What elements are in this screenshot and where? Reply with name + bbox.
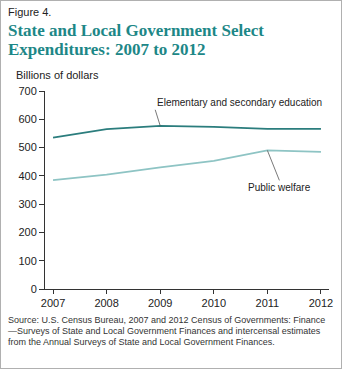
svg-text:2007: 2007: [41, 297, 65, 309]
html-text:State and Local Government Sel: State and Local Government Select Expend…: [8, 21, 264, 59]
svg-text:2009: 2009: [148, 297, 172, 309]
svg-text:2011: 2011: [256, 297, 280, 309]
svg-text:2010: 2010: [202, 297, 226, 309]
svg-text:100: 100: [18, 255, 36, 267]
svg-text:2008: 2008: [94, 297, 118, 309]
svg-text:300: 300: [18, 198, 36, 210]
svg-text:0: 0: [31, 283, 37, 295]
svg-text:400: 400: [18, 170, 36, 182]
svg-text:Elementary and secondary educa: Elementary and secondary education: [157, 97, 322, 108]
svg-text:200: 200: [18, 226, 36, 238]
svg-text:2012: 2012: [309, 297, 333, 309]
svg-text:Billions of dollars: Billions of dollars: [16, 69, 99, 81]
svg-text:500: 500: [18, 141, 36, 153]
html-text:Figure 4.: Figure 4.: [8, 6, 52, 18]
svg-text:700: 700: [18, 85, 36, 97]
svg-text:Public welfare: Public welfare: [248, 182, 311, 193]
html-text:Source: U.S. Census Bureau, 20: Source: U.S. Census Bureau, 2007 and 201…: [8, 315, 326, 347]
svg-text:600: 600: [18, 113, 36, 125]
